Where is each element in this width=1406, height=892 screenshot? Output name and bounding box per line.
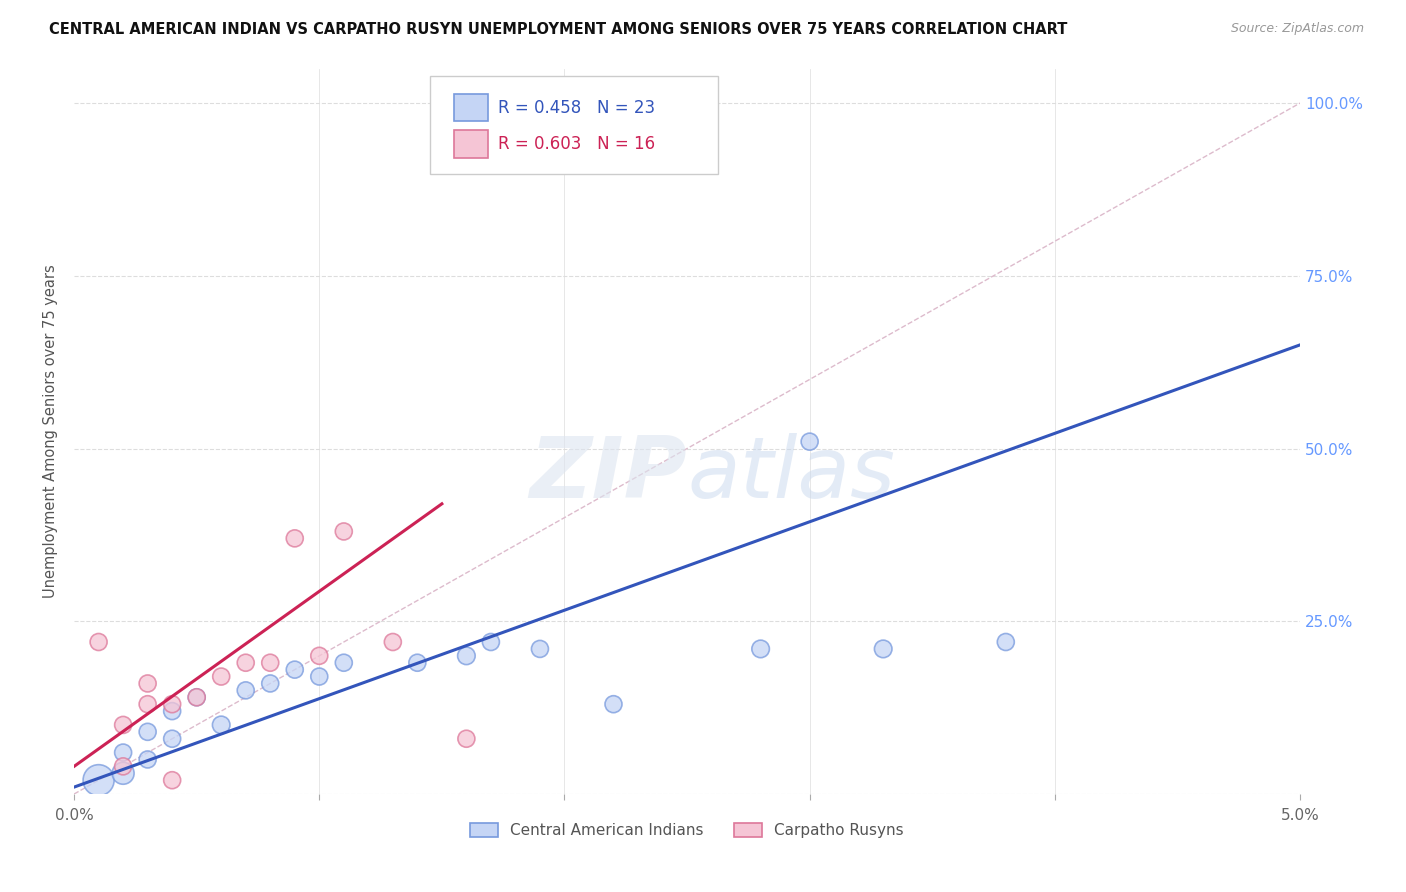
- Point: [872, 641, 894, 656]
- Text: ZIP: ZIP: [530, 434, 688, 516]
- Text: R = 0.603   N = 16: R = 0.603 N = 16: [498, 135, 655, 153]
- Point: [259, 676, 281, 690]
- Text: Source: ZipAtlas.com: Source: ZipAtlas.com: [1230, 22, 1364, 36]
- Point: [112, 766, 135, 780]
- Point: [160, 697, 183, 711]
- Point: [333, 524, 356, 539]
- Point: [529, 641, 551, 656]
- Point: [186, 690, 208, 705]
- Point: [136, 697, 159, 711]
- Point: [87, 773, 110, 788]
- Point: [749, 641, 772, 656]
- Point: [136, 752, 159, 766]
- Point: [209, 669, 232, 683]
- Text: CENTRAL AMERICAN INDIAN VS CARPATHO RUSYN UNEMPLOYMENT AMONG SENIORS OVER 75 YEA: CENTRAL AMERICAN INDIAN VS CARPATHO RUSY…: [49, 22, 1067, 37]
- Point: [136, 724, 159, 739]
- Point: [160, 704, 183, 718]
- Legend: Central American Indians, Carpatho Rusyns: Central American Indians, Carpatho Rusyn…: [464, 817, 910, 845]
- Point: [186, 690, 208, 705]
- Text: atlas: atlas: [688, 434, 896, 516]
- Point: [456, 731, 478, 746]
- Point: [799, 434, 821, 449]
- FancyBboxPatch shape: [430, 76, 717, 174]
- Point: [160, 731, 183, 746]
- Point: [259, 656, 281, 670]
- Point: [602, 697, 624, 711]
- Point: [406, 656, 429, 670]
- Point: [235, 656, 257, 670]
- Point: [333, 656, 356, 670]
- FancyBboxPatch shape: [454, 130, 488, 158]
- Point: [160, 773, 183, 788]
- Point: [284, 532, 307, 546]
- Point: [284, 663, 307, 677]
- Y-axis label: Unemployment Among Seniors over 75 years: Unemployment Among Seniors over 75 years: [44, 264, 58, 599]
- Point: [209, 718, 232, 732]
- Point: [308, 669, 330, 683]
- Point: [456, 648, 478, 663]
- Point: [308, 648, 330, 663]
- Point: [994, 635, 1017, 649]
- Point: [112, 718, 135, 732]
- Point: [235, 683, 257, 698]
- Text: R = 0.458   N = 23: R = 0.458 N = 23: [498, 99, 655, 117]
- Point: [112, 746, 135, 760]
- FancyBboxPatch shape: [454, 94, 488, 121]
- Point: [136, 676, 159, 690]
- Point: [381, 635, 404, 649]
- Point: [112, 759, 135, 773]
- Point: [479, 635, 502, 649]
- Point: [87, 635, 110, 649]
